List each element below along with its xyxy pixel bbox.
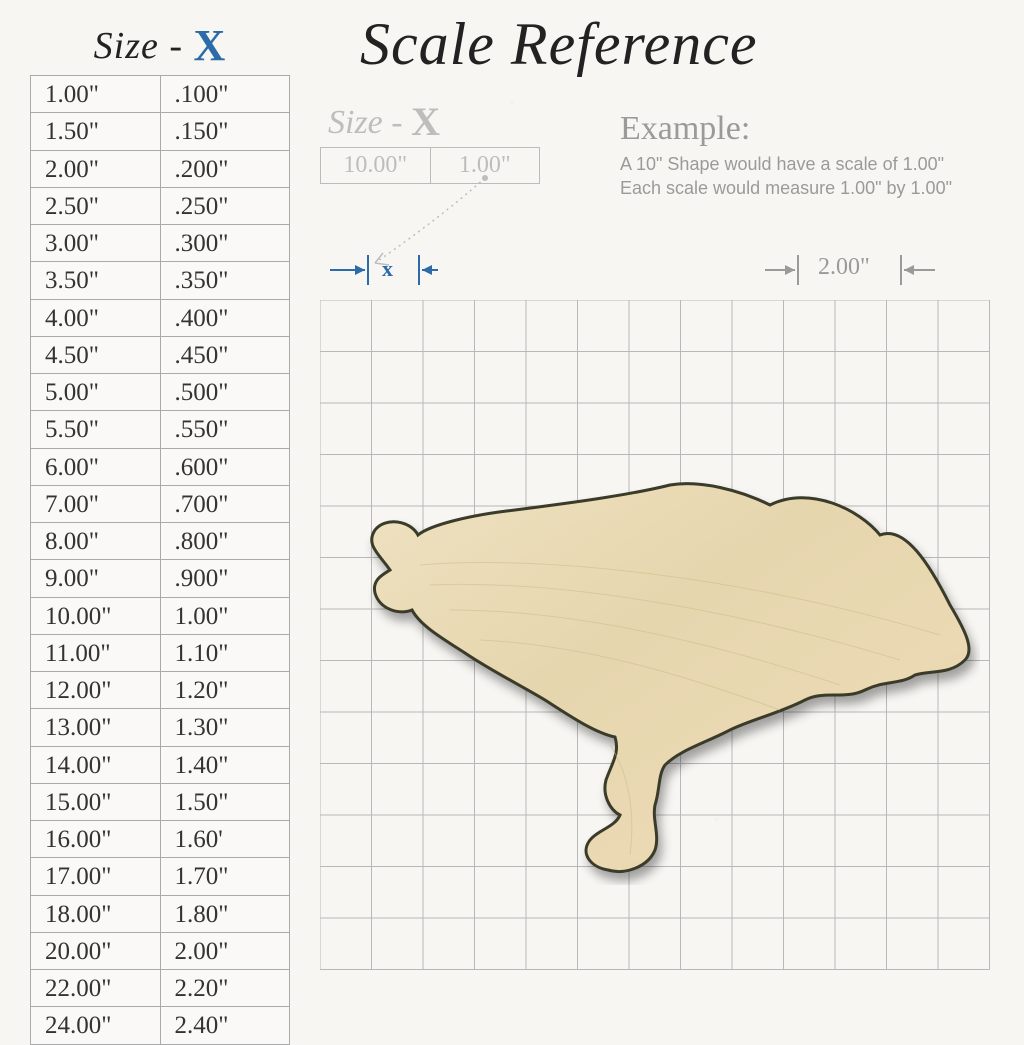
table-cell: 4.00" [31, 299, 161, 336]
table-cell: 1.30" [160, 709, 290, 746]
table-row: 24.00"2.40" [31, 1007, 290, 1044]
table-cell: 3.00" [31, 225, 161, 262]
table-row: 6.00".600" [31, 448, 290, 485]
table-cell: 10.00" [31, 597, 161, 634]
table-cell: 15.00" [31, 783, 161, 820]
wood-shape [340, 475, 980, 885]
table-cell: 2.20" [160, 970, 290, 1007]
table-cell: 1.40" [160, 746, 290, 783]
table-row: 10.00"1.00" [31, 597, 290, 634]
sub-size-prefix: Size - [328, 104, 403, 141]
table-cell: 18.00" [31, 895, 161, 932]
table-row: 9.00".900" [31, 560, 290, 597]
table-row: 5.00".500" [31, 374, 290, 411]
table-cell: 9.00" [31, 560, 161, 597]
table-cell: 5.00" [31, 374, 161, 411]
table-cell: .300" [160, 225, 290, 262]
table-cell: .100" [160, 76, 290, 113]
table-cell: 7.00" [31, 485, 161, 522]
table-cell: .550" [160, 411, 290, 448]
table-cell: 1.50" [160, 783, 290, 820]
table-cell: 17.00" [31, 858, 161, 895]
sub-size-x: X [411, 99, 440, 144]
dimension-2-marker: 2.00" [760, 250, 940, 290]
size-table-header: Size - X [30, 20, 290, 71]
table-cell: 16.00" [31, 821, 161, 858]
table-row: 15.00"1.50" [31, 783, 290, 820]
table-row: 14.00"1.40" [31, 746, 290, 783]
example-title: Example: [620, 110, 1000, 148]
sub-size-label: Size - X [328, 98, 570, 145]
table-row: 4.00".400" [31, 299, 290, 336]
table-cell: 1.50" [31, 113, 161, 150]
table-row: 4.50".450" [31, 336, 290, 373]
dimension-x-label: x [382, 256, 393, 282]
size-x-letter: X [194, 21, 227, 70]
table-cell: 4.50" [31, 336, 161, 373]
table-cell: 11.00" [31, 634, 161, 671]
table-cell: .250" [160, 187, 290, 224]
table-cell: 1.20" [160, 672, 290, 709]
table-row: 18.00"1.80" [31, 895, 290, 932]
table-cell: .150" [160, 113, 290, 150]
table-cell: .900" [160, 560, 290, 597]
table-cell: 22.00" [31, 970, 161, 1007]
table-row: 11.00"1.10" [31, 634, 290, 671]
example-line-1: A 10" Shape would have a scale of 1.00" [620, 152, 1000, 176]
table-row: 3.50".350" [31, 262, 290, 299]
table-cell: 14.00" [31, 746, 161, 783]
table-row: 17.00"1.70" [31, 858, 290, 895]
table-cell: .400" [160, 299, 290, 336]
table-cell: 2.00" [160, 932, 290, 969]
table-row: 7.00".700" [31, 485, 290, 522]
table-cell: 12.00" [31, 672, 161, 709]
table-row: 16.00"1.60' [31, 821, 290, 858]
table-cell: .500" [160, 374, 290, 411]
dimension-2-label: 2.00" [818, 254, 870, 281]
page-title: Scale Reference [360, 10, 758, 79]
example-line-2: Each scale would measure 1.00" by 1.00" [620, 176, 1000, 200]
table-cell: 20.00" [31, 932, 161, 969]
dimension-x-marker: x [320, 250, 440, 290]
table-cell: 1.60' [160, 821, 290, 858]
table-cell: 5.50" [31, 411, 161, 448]
table-cell: 3.50" [31, 262, 161, 299]
table-cell: .200" [160, 150, 290, 187]
sub-size-block: Size - X 10.00" 1.00" [320, 98, 570, 184]
table-cell: 2.50" [31, 187, 161, 224]
table-cell: .800" [160, 523, 290, 560]
table-cell: 1.00" [31, 76, 161, 113]
page: Size - X 1.00".100"1.50".150"2.00".200"2… [0, 0, 1024, 1024]
table-cell: .450" [160, 336, 290, 373]
table-row: 12.00"1.20" [31, 672, 290, 709]
table-cell: .350" [160, 262, 290, 299]
table-row: 22.00"2.20" [31, 970, 290, 1007]
table-cell: 1.10" [160, 634, 290, 671]
table-cell: 8.00" [31, 523, 161, 560]
table-row: 2.00".200" [31, 150, 290, 187]
table-row: 5.50".550" [31, 411, 290, 448]
size-table-block: Size - X 1.00".100"1.50".150"2.00".200"2… [30, 20, 290, 1045]
table-cell: 24.00" [31, 1007, 161, 1044]
table-cell: 2.00" [31, 150, 161, 187]
table-cell: 13.00" [31, 709, 161, 746]
table-row: 1.00".100" [31, 76, 290, 113]
table-cell: 1.70" [160, 858, 290, 895]
example-block: Example: A 10" Shape would have a scale … [620, 110, 1000, 201]
table-row: 2.50".250" [31, 187, 290, 224]
table-row: 20.00"2.00" [31, 932, 290, 969]
table-row: 13.00"1.30" [31, 709, 290, 746]
table-row: 1.50".150" [31, 113, 290, 150]
table-cell: 1.80" [160, 895, 290, 932]
table-cell: 1.00" [160, 597, 290, 634]
table-cell: .600" [160, 448, 290, 485]
size-label: Size - [94, 25, 183, 67]
table-cell: 2.40" [160, 1007, 290, 1044]
table-cell: .700" [160, 485, 290, 522]
size-table: 1.00".100"1.50".150"2.00".200"2.50".250"… [30, 75, 290, 1045]
table-row: 8.00".800" [31, 523, 290, 560]
table-cell: 6.00" [31, 448, 161, 485]
table-row: 3.00".300" [31, 225, 290, 262]
